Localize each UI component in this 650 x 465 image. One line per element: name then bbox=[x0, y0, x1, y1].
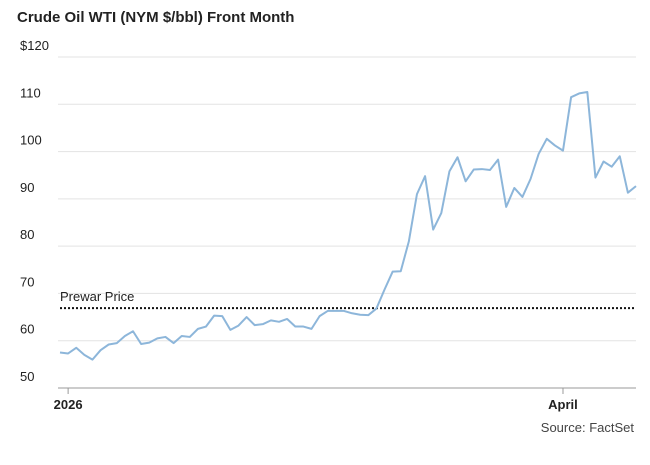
y-tick-label: $120 bbox=[20, 38, 49, 53]
y-tick-label: 60 bbox=[20, 322, 34, 337]
source: Source: FactSet bbox=[541, 420, 635, 435]
y-tick-label: 50 bbox=[20, 369, 34, 384]
y-tick-label: 110 bbox=[20, 85, 41, 100]
y-tick-label: 80 bbox=[20, 227, 34, 242]
y-tick-label: 90 bbox=[20, 180, 34, 195]
y-tick-label: 100 bbox=[20, 133, 42, 148]
x-tick-label: April bbox=[548, 397, 578, 412]
chart-title: Crude Oil WTI (NYM $/bbl) Front Month bbox=[17, 9, 294, 26]
x-tick-label: 2026 bbox=[54, 397, 83, 412]
y-tick-label: 70 bbox=[20, 274, 34, 289]
reference-label: Prewar Price bbox=[60, 289, 134, 304]
price-line bbox=[59, 90, 637, 361]
